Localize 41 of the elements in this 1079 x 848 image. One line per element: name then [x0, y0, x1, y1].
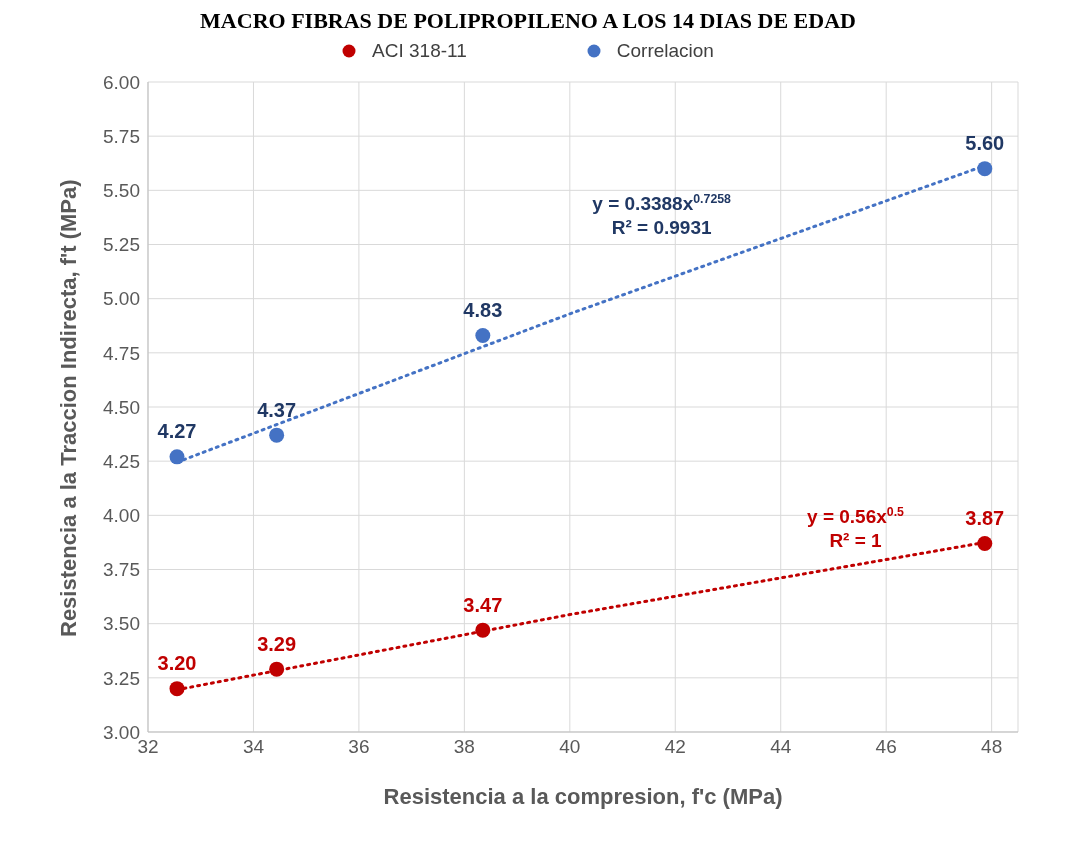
x-tick-label: 42: [664, 736, 686, 758]
annotation: y = 0.56x$^{0.5}$: [807, 504, 905, 527]
y-tick-label: 4.75: [103, 342, 140, 364]
x-tick-label: 46: [875, 736, 897, 758]
y-tick-label: 5.25: [103, 234, 140, 256]
x-tick-label: 44: [770, 736, 792, 758]
legend-label: Correlacion: [615, 40, 714, 62]
data-label: 3.20: [157, 652, 197, 675]
point: [269, 427, 285, 443]
y-tick-label: 4.50: [103, 396, 140, 418]
annotation: R² = 0.9931: [611, 216, 712, 238]
x-tick-label: 48: [981, 736, 1003, 758]
y-axis-title: Resistencia a la Traccion Indirecta, f't (MPa): [55, 179, 81, 637]
x-tick-label: 36: [348, 736, 370, 758]
data-label: 3.29: [257, 632, 297, 655]
data-label: 4.27: [157, 420, 197, 443]
legend-label: ACI 318-11: [371, 40, 467, 62]
y-tick-label: 4.25: [103, 450, 140, 472]
point: [475, 328, 491, 343]
point: [977, 161, 993, 177]
data-label: 4.37: [257, 398, 297, 421]
data-label: 3.87: [965, 506, 1005, 529]
y-tick-label: 5.50: [103, 180, 140, 202]
y-tick-label: 3.50: [103, 613, 140, 635]
annotation: y = 0.3388x$^{0.7258}$: [592, 191, 732, 214]
y-tick-label: 3.25: [103, 667, 140, 689]
x-tick-label: 38: [453, 736, 475, 758]
y-tick-label: 3.75: [103, 559, 140, 581]
y-tick-label: 6.00: [103, 71, 140, 93]
y-tick-label: 3.00: [103, 721, 140, 743]
x-tick-label: 40: [559, 736, 581, 758]
y-tick-label: 5.75: [103, 125, 140, 147]
data-label: 3.47: [463, 593, 503, 616]
y-tick-label: 4.00: [103, 505, 140, 527]
x-axis-title: Resistencia a la compresion, f'c (MPa): [383, 784, 783, 809]
y-tick-label: 5.00: [103, 288, 140, 310]
chart-title: MACRO FIBRAS DE POLIPROPILENO A LOS 14 DIAS DE EDAD: [199, 8, 857, 34]
annotation: R² = 1: [829, 529, 883, 551]
data-label: 5.60: [965, 132, 1005, 155]
x-tick-label: 34: [242, 736, 265, 758]
data-label: 4.83: [463, 298, 503, 321]
